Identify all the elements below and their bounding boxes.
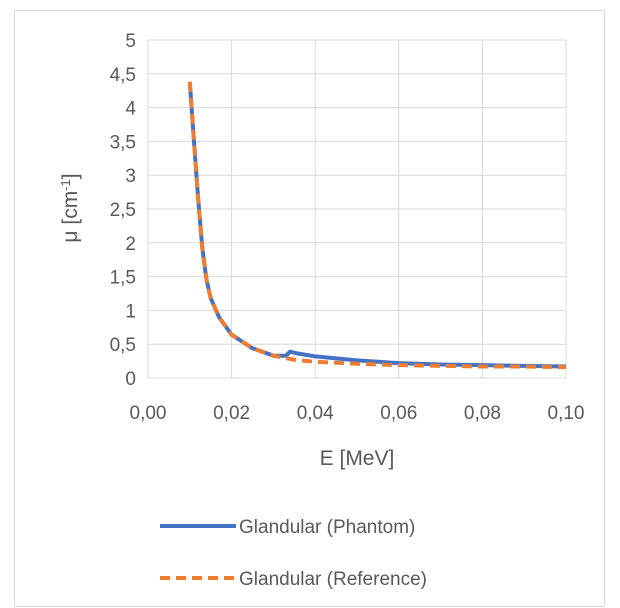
y-tick-label: 3,5 xyxy=(110,132,136,153)
x-tick-label: 0,02 xyxy=(213,403,250,424)
series-lines xyxy=(187,81,567,370)
y-axis-title: μ [cm-1] xyxy=(58,173,82,242)
x-tick-label: 0,10 xyxy=(548,403,585,424)
y-axis-ticks: 0 0,5 1 1,5 2 2,5 3 3,5 4 4,5 5 xyxy=(110,31,137,390)
y-tick-label: 0 xyxy=(125,369,136,390)
y-tick-label: 4 xyxy=(125,99,136,120)
x-tick-label: 0,04 xyxy=(297,403,334,424)
x-tick-label: 0,06 xyxy=(380,403,417,424)
x-axis-title: E [MeV] xyxy=(320,447,395,470)
legend-label-reference: Glandular (Reference) xyxy=(239,569,427,590)
y-axis-title-base: μ [cm xyxy=(59,191,82,243)
y-tick-label: 3 xyxy=(125,166,136,187)
x-tick-label: 0,08 xyxy=(464,403,501,424)
y-tick-label: 2 xyxy=(125,234,136,255)
x-axis-ticks: 0,00 0,02 0,04 0,06 0,08 0,10 xyxy=(130,403,585,424)
y-tick-label: 0,5 xyxy=(110,335,136,356)
y-tick-label: 2,5 xyxy=(110,200,136,221)
y-tick-label: 4,5 xyxy=(110,65,136,86)
chart-frame xyxy=(14,10,605,607)
legend-label-phantom: Glandular (Phantom) xyxy=(239,517,415,538)
series-line-reference xyxy=(187,81,567,370)
series-line-phantom xyxy=(187,81,567,369)
x-tick-label: 0,00 xyxy=(130,403,167,424)
y-tick-label: 5 xyxy=(125,31,136,52)
y-axis-title-superscript: -1 xyxy=(58,179,73,191)
y-tick-label: 1 xyxy=(125,301,136,322)
y-tick-label: 1,5 xyxy=(110,268,136,289)
y-axis-title-end: ] xyxy=(59,173,82,179)
gridlines xyxy=(147,39,567,379)
legend: Glandular (Phantom) Glandular (Reference… xyxy=(160,517,427,590)
